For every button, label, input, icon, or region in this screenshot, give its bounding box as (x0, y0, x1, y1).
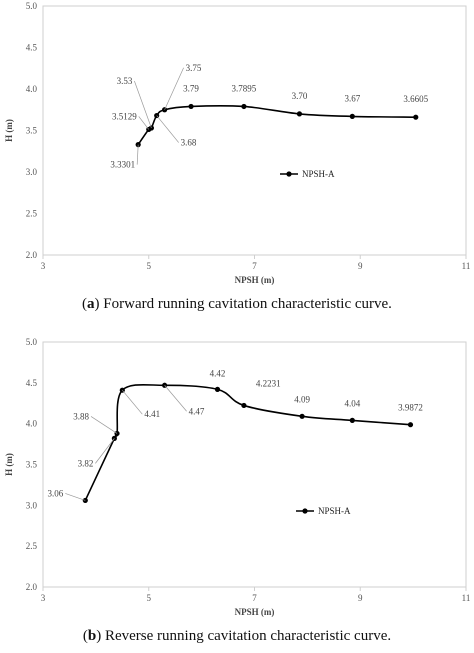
chart-a-data-label: 3.3301 (110, 160, 135, 170)
chart-a-ytick-label: 5.0 (26, 1, 38, 11)
chart-a-data-point (188, 103, 194, 110)
chart-b-ytick-label: 4.0 (26, 419, 38, 429)
chart-a-label-leader (136, 144, 139, 165)
chart-b-xtick-label: 11 (462, 593, 471, 603)
chart-a-data-point (413, 114, 419, 120)
chart-a-label-leader (164, 67, 184, 110)
chart-b-xtick-label: 5 (147, 593, 152, 603)
chart-a-data-label: 3.7895 (232, 83, 257, 93)
chart-a-legend-label: NPSH-A (302, 169, 335, 179)
chart-b-ytick-label: 2.5 (26, 541, 38, 551)
chart-a-ytick-label: 4.0 (26, 84, 38, 94)
chart-a-yaxis-label: H (m) (4, 119, 14, 142)
chart-a-data-point (162, 107, 168, 113)
chart-a-label-leader (156, 115, 179, 143)
chart-a-data-point (241, 103, 247, 110)
chart-b-legend-marker (302, 508, 308, 514)
chart-b-data-label: 4.42 (210, 368, 226, 378)
chart-a-legend-marker (286, 171, 292, 177)
chart-b-ytick-label: 2.0 (26, 582, 38, 592)
chart-b-data-point (299, 413, 305, 419)
chart-a-label-leader (134, 80, 152, 129)
chart-b-ytick-label: 4.5 (26, 378, 38, 388)
chart-b-label-leader (122, 389, 143, 415)
chart-a-data-label: 3.70 (292, 91, 308, 101)
chart-a-ytick-label: 3.0 (26, 167, 38, 177)
chart-b-svg: 2.0 2.5 3.0 3.5 4.0 4.5 5.0 3 5 7 9 11 NPSH (m) H (m)… (4, 337, 471, 617)
chart-a-data-label: 3.53 (117, 76, 133, 86)
chart-b-data-label: 4.09 (294, 394, 310, 404)
chart-a-xtick-label: 11 (462, 261, 471, 271)
chart-b-data-point (349, 417, 355, 423)
chart-b-ytick-label: 5.0 (26, 337, 38, 347)
chart-a-xaxis-label: NPSH (m) (235, 275, 275, 285)
chart-a-ytick-label: 2.0 (26, 250, 38, 260)
chart-panel-a: 2.0 2.5 3.0 3.5 4.0 4.5 5.0 3 5 7 9 11 NPSH (m) H (m)… (0, 0, 474, 325)
chart-a-svg: 2.0 2.5 3.0 3.5 4.0 4.5 5.0 3 5 7 9 11 NPSH (m) H (m)… (4, 1, 471, 285)
chart-b-data-label: 4.04 (344, 398, 360, 408)
chart-b-label-leader (95, 438, 115, 464)
chart-b-data-point (241, 402, 247, 409)
chart-b-data-label: 4.41 (144, 409, 160, 419)
chart-b-plot-frame (42, 341, 467, 588)
chart-a-xtick-label: 9 (358, 261, 363, 271)
chart-b-xtick-label: 7 (252, 593, 257, 603)
chart-a-xtick-label: 3 (41, 261, 46, 271)
chart-b-data-label: 4.2231 (256, 378, 281, 388)
chart-a-xtick-label: 7 (252, 261, 257, 271)
chart-a-data-label: 3.5129 (112, 111, 137, 121)
chart-b-series-line (84, 383, 411, 501)
chart-a-xtick-label: 5 (147, 261, 152, 271)
chart-b-data-point (114, 430, 120, 437)
chart-b-data-label: 3.06 (48, 488, 64, 498)
chart-b-xtick-label: 9 (358, 593, 363, 603)
chart-b-label-leader (164, 385, 187, 412)
chart-a-data-label: 3.79 (183, 83, 199, 93)
chart-b-ytick-label: 3.0 (26, 500, 38, 510)
chart-a-data-label: 3.68 (181, 138, 197, 148)
chart-a-data-label: 3.67 (344, 93, 360, 103)
chart-b-xaxis-label: NPSH (m) (235, 607, 275, 617)
chart-a-label-leader (138, 116, 150, 130)
chart-b-label-leader (90, 416, 118, 434)
chart-b-data-point (407, 422, 414, 428)
chart-a-ytick-label: 4.5 (26, 43, 38, 53)
chart-a-data-label: 3.75 (186, 63, 202, 73)
chart-a-data-point (135, 142, 141, 148)
chart-b-data-label: 4.47 (189, 406, 205, 416)
chart-b-ytick-label: 3.5 (26, 460, 38, 470)
chart-a-data-point (296, 111, 303, 117)
chart-a-data-point (349, 113, 355, 119)
caption-a-text: ) Forward running cavitation characteris… (94, 296, 392, 312)
chart-a-data-label: 3.6605 (403, 94, 428, 104)
chart-b-label-leader (65, 493, 86, 501)
caption-b: (b) Reverse running cavitation character… (82, 628, 392, 644)
chart-b-data-label: 3.82 (78, 458, 94, 468)
chart-a-plot-frame (42, 5, 467, 256)
chart-panel-b: 2.0 2.5 3.0 3.5 4.0 4.5 5.0 3 5 7 9 11 NPSH (m) H (m)… (0, 330, 474, 653)
chart-b-xtick-label: 3 (41, 593, 46, 603)
chart-b-yaxis-label: H (m) (4, 453, 14, 476)
chart-b-data-label: 3.88 (73, 411, 89, 421)
chart-a-ytick-label: 2.5 (26, 209, 38, 219)
caption-b-text: ) Reverse running cavitation characteris… (96, 628, 392, 644)
chart-b-data-point (214, 386, 221, 392)
caption-a: (a) Forward running cavitation character… (82, 296, 392, 312)
chart-a-ytick-label: 3.5 (26, 126, 38, 136)
caption-a-letter: a (87, 296, 95, 312)
chart-b-data-label: 3.9872 (398, 403, 423, 413)
chart-b-legend-label: NPSH-A (318, 506, 351, 516)
caption-b-letter: b (87, 628, 97, 644)
